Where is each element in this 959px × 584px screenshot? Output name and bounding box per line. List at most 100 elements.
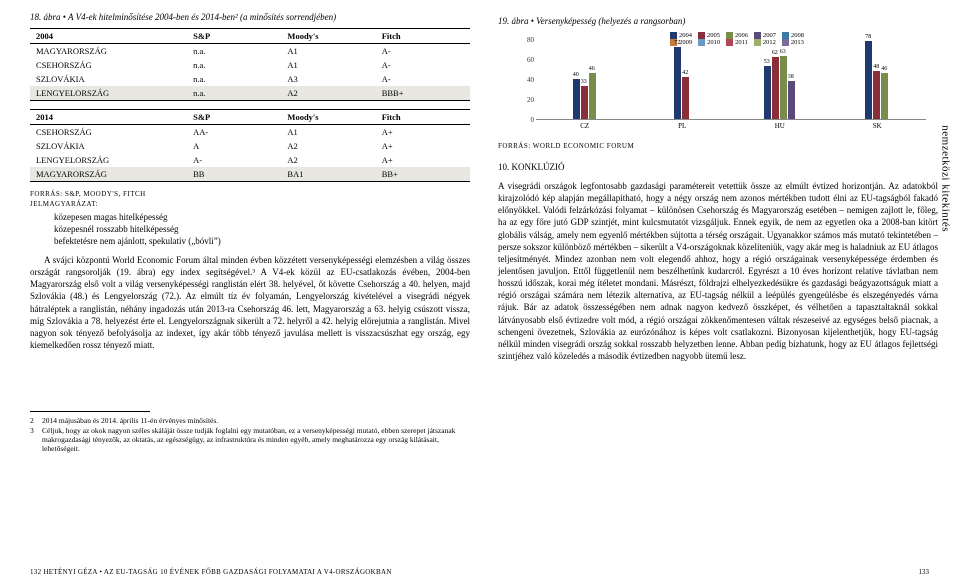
table-caption: 18. ábra • A V4-ek hitelminősítése 2004-…	[30, 12, 470, 22]
table-cell: A+	[376, 139, 470, 153]
y-tick: 60	[520, 56, 534, 64]
table-row: SZLOVÁKIAAA2A+	[30, 139, 470, 153]
table-cell: A2	[281, 86, 375, 101]
bar	[589, 73, 596, 119]
table-row: SZLOVÁKIAn.a.A3A-	[30, 72, 470, 86]
vertical-section-label: nemzetközi kitekintés	[940, 125, 952, 232]
ratings-table-2014: 2014 S&P Moody's Fitch CSEHORSZÁGAA-A1A+…	[30, 109, 470, 182]
bar-value: 40	[571, 72, 581, 78]
conclusion-text: A visegrádi országok legfontosabb gazdas…	[498, 180, 938, 362]
table-cell: BA1	[281, 167, 375, 182]
table-cell: BB	[187, 167, 281, 182]
x-label: CZ	[536, 122, 634, 130]
table-cell: A-	[376, 44, 470, 59]
left-column: 18. ábra • A V4-ek hitelminősítése 2004-…	[30, 12, 470, 564]
bar-value: 78	[863, 34, 873, 40]
page-footer-left: 132 HETÉNYI GÉZA • AZ EU-TAGSÁG 10 ÉVÉNE…	[30, 568, 392, 576]
table-cell: AA-	[187, 125, 281, 140]
table-cell: A-	[187, 153, 281, 167]
bar	[865, 41, 872, 119]
y-tick: 80	[520, 36, 534, 44]
section-heading: 10. KONKLÚZIÓ	[498, 162, 938, 172]
table-cell: MAGYARORSZÁG	[30, 44, 187, 59]
table-cell: n.a.	[187, 44, 281, 59]
bar-value: 72	[672, 40, 682, 46]
footnote: 3Céljuk, hogy az okok nagyon széles skál…	[30, 426, 470, 454]
bar-value: 38	[786, 74, 796, 80]
ratings-table-2004: 2004 S&P Moody's Fitch MAGYARORSZÁGn.a.A…	[30, 28, 470, 101]
table-cell: CSEHORSZÁG	[30, 125, 187, 140]
bar	[581, 86, 588, 119]
footnote-rule	[30, 411, 150, 412]
table-cell: A	[187, 139, 281, 153]
bar	[873, 71, 880, 119]
th-fitch: Fitch	[376, 110, 470, 125]
table-cell: MAGYARORSZÁG	[30, 167, 187, 182]
bar-value: 53	[762, 59, 772, 65]
table-cell: A-	[376, 72, 470, 86]
key-item: közepesen magas hitelképesség	[54, 212, 470, 222]
table-cell: SZLOVÁKIA	[30, 139, 187, 153]
y-tick: 0	[520, 116, 534, 124]
page-number-right: 133	[919, 568, 930, 576]
table-cell: n.a.	[187, 58, 281, 72]
bar-value: 33	[579, 79, 589, 85]
bar	[788, 81, 795, 119]
th-fitch: Fitch	[376, 29, 470, 44]
table-cell: CSEHORSZÁG	[30, 58, 187, 72]
bar-value: 46	[879, 66, 889, 72]
table-row: CSEHORSZÁGAA-A1A+	[30, 125, 470, 140]
table-row: LENGYELORSZÁGn.a.A2BBB+	[30, 86, 470, 101]
bar	[772, 57, 779, 119]
table-cell: A2	[281, 153, 375, 167]
body-paragraph: A svájci központú World Economic Forum á…	[30, 254, 470, 351]
table-cell: A2	[281, 139, 375, 153]
table-cell: A1	[281, 58, 375, 72]
key-label: JELMAGYARÁZAT:	[30, 200, 470, 208]
table-row: CSEHORSZÁGn.a.A1A-	[30, 58, 470, 72]
th-year: 2014	[30, 110, 187, 125]
table-cell: A+	[376, 125, 470, 140]
x-label: SK	[829, 122, 927, 130]
bar	[682, 77, 689, 119]
right-column: 19. ábra • Versenyképesség (helyezés a r…	[498, 12, 938, 564]
th-year: 2004	[30, 29, 187, 44]
table-cell: SZLOVÁKIA	[30, 72, 187, 86]
y-tick: 40	[520, 76, 534, 84]
th-moody: Moody's	[281, 110, 375, 125]
x-label: PL	[634, 122, 732, 130]
bar-value: 46	[587, 66, 597, 72]
key-item: közepesnél rosszabb hitelképesség	[54, 224, 470, 234]
x-label: HU	[731, 122, 829, 130]
table-cell: A+	[376, 153, 470, 167]
bar	[780, 56, 787, 119]
table-cell: A-	[376, 58, 470, 72]
chart-caption: 19. ábra • Versenyképesség (helyezés a r…	[498, 16, 938, 26]
bar-value: 42	[680, 70, 690, 76]
table-cell: A1	[281, 125, 375, 140]
bar-chart: 020406080403346CZ7242PL53626338HU784846S…	[518, 32, 938, 152]
bar	[881, 73, 888, 119]
table-cell: LENGYELORSZÁG	[30, 86, 187, 101]
table-row: LENGYELORSZÁGA-A2A+	[30, 153, 470, 167]
table-cell: n.a.	[187, 72, 281, 86]
table-cell: n.a.	[187, 86, 281, 101]
bar-value: 63	[778, 49, 788, 55]
table-source: FORRÁS: S&P, MOODY'S, FITCH	[30, 190, 470, 198]
table-cell: A3	[281, 72, 375, 86]
key-item: befektetésre nem ajánlott, spekulatív („…	[54, 236, 470, 246]
table-cell: BB+	[376, 167, 470, 182]
table-cell: A1	[281, 44, 375, 59]
chart-wrap: 19. ábra • Versenyképesség (helyezés a r…	[498, 16, 938, 152]
table-row: MAGYARORSZÁGBBBA1BB+	[30, 167, 470, 182]
th-sp: S&P	[187, 110, 281, 125]
bar	[674, 47, 681, 119]
y-tick: 20	[520, 96, 534, 104]
table-row: MAGYARORSZÁGn.a.A1A-	[30, 44, 470, 59]
table-cell: LENGYELORSZÁG	[30, 153, 187, 167]
footnote: 22014 májusában és 2014. április 11-én é…	[30, 416, 470, 425]
th-sp: S&P	[187, 29, 281, 44]
th-moody: Moody's	[281, 29, 375, 44]
table-cell: BBB+	[376, 86, 470, 101]
bar	[764, 66, 771, 119]
